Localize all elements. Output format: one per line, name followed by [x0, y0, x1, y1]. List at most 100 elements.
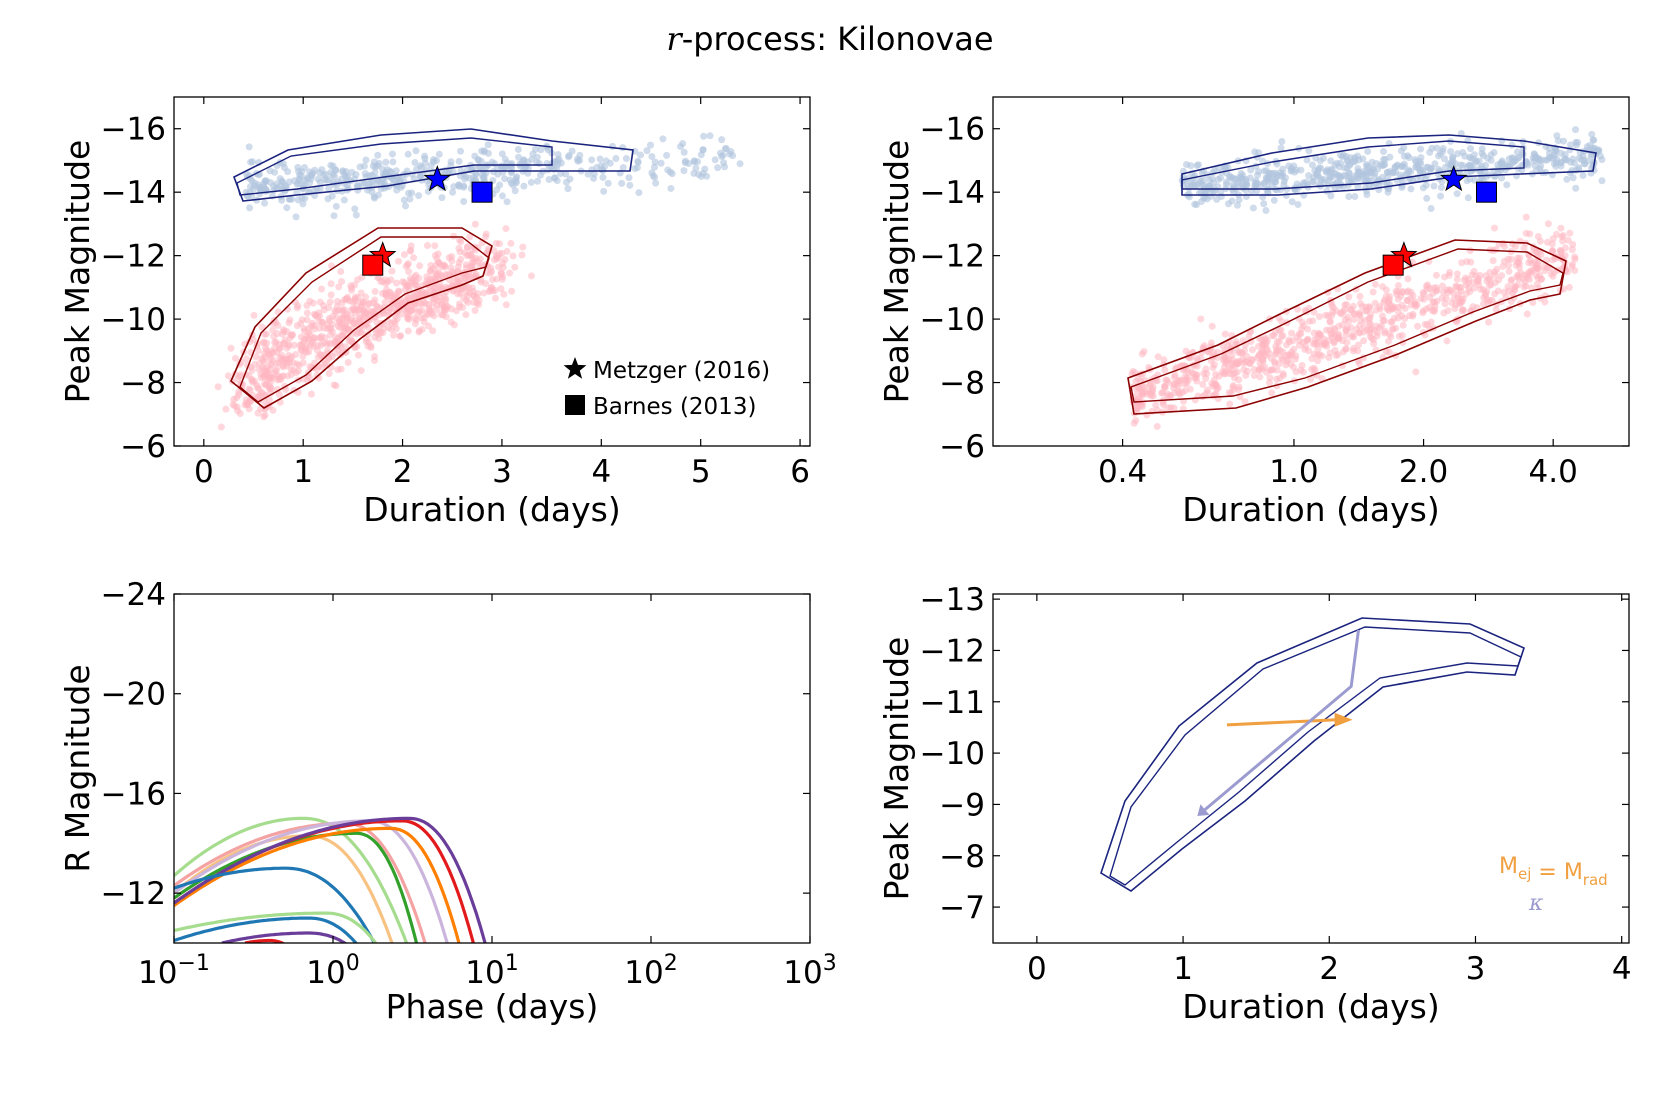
light-curve-line	[174, 821, 427, 943]
red-scatter-point	[1457, 283, 1465, 291]
red-scatter-point	[1485, 281, 1493, 289]
plot-area	[1127, 126, 1606, 430]
blue-scatter-point	[276, 175, 284, 183]
blue-scatter-point	[643, 147, 651, 155]
red-scatter-point	[258, 323, 266, 331]
light-curve-line	[174, 831, 419, 943]
blue-scatter-point	[1590, 136, 1598, 144]
blue-scatter-point	[339, 168, 347, 176]
red-scatter-point	[1276, 347, 1284, 355]
red-scatter-point	[1491, 290, 1499, 298]
mej-arrow-shaft	[1226, 718, 1337, 727]
blue-scatter-point	[1296, 183, 1304, 191]
red-scatter-point	[1412, 368, 1420, 376]
red-scatter-point	[393, 279, 401, 287]
blue-scatter-point	[421, 155, 429, 163]
blue-scatter-point	[457, 147, 465, 155]
red-scatter-point	[1467, 258, 1475, 266]
x-tick-label: 4	[591, 454, 611, 490]
red-scatter-point	[1314, 351, 1322, 359]
red-scatter-point	[1565, 283, 1573, 291]
blue-scatter-point	[286, 195, 294, 203]
red-scatter-point	[274, 308, 282, 316]
blue-scatter-point	[1437, 192, 1445, 200]
blue-scatter-point	[1579, 172, 1587, 180]
blue-scatter-point	[651, 163, 659, 171]
blue-scatter-point	[609, 142, 617, 150]
blue-scatter-point	[1400, 152, 1408, 160]
y-tick-label: −12	[920, 239, 985, 275]
red-scatter-point	[378, 289, 386, 297]
red-scatter-point	[1515, 264, 1523, 272]
red-scatter-point	[1462, 290, 1470, 298]
blue-scatter-point	[562, 170, 570, 178]
blue-scatter-point	[699, 146, 707, 154]
red-scatter-point	[283, 362, 291, 370]
red-scatter-point	[1491, 271, 1499, 279]
blue-scatter-point	[736, 160, 744, 168]
red-scatter-point	[1548, 240, 1556, 248]
red-scatter-point	[406, 247, 414, 255]
blue-scatter-point	[1567, 158, 1575, 166]
red-scatter-point	[1430, 307, 1438, 315]
blue-scatter-point	[338, 175, 346, 183]
blue-scatter-point	[718, 136, 726, 144]
red-scatter-point	[298, 316, 306, 324]
x-tick-label: 2.0	[1399, 454, 1448, 490]
red-scatter-point	[1453, 270, 1461, 278]
red-scatter-point	[269, 406, 277, 414]
blue-scatter-point	[721, 163, 729, 171]
red-scatter-point	[1475, 275, 1483, 283]
red-scatter-point	[275, 390, 283, 398]
blue-scatter-point	[631, 165, 639, 173]
red-scatter-point	[1491, 279, 1499, 287]
blue-contour-outer	[1181, 134, 1597, 196]
red-scatter-point	[1508, 276, 1516, 284]
red-scatter-point	[246, 386, 254, 394]
red-scatter-point	[1394, 282, 1402, 290]
red-scatter-point	[1486, 297, 1494, 305]
red-scatter-point	[1242, 371, 1250, 379]
red-scatter-point	[493, 275, 501, 283]
red-scatter-point	[1534, 233, 1542, 241]
red-scatter-point	[1387, 333, 1395, 341]
red-scatter-point	[222, 405, 230, 413]
red-scatter-point	[1345, 293, 1353, 301]
blue-scatter-point	[1490, 172, 1498, 180]
blue-scatter-point	[364, 180, 372, 188]
red-scatter-point	[357, 289, 365, 297]
blue-scatter-point	[388, 150, 396, 158]
red-scatter-point	[1164, 404, 1172, 412]
blue-scatter-point	[257, 183, 265, 191]
red-scatter-point	[306, 362, 314, 370]
red-scatter-point	[1399, 321, 1407, 329]
red-scatter-point	[474, 290, 482, 298]
red-scatter-point	[1482, 272, 1490, 280]
red-scatter-point	[1564, 236, 1572, 244]
blue-scatter-point	[1439, 148, 1447, 156]
red-scatter-point	[323, 340, 331, 348]
red-scatter-point	[351, 281, 359, 289]
red-scatter-point	[303, 301, 311, 309]
red-scatter-point	[235, 391, 243, 399]
blue-scatter-point	[1362, 177, 1370, 185]
blue-scatter-point	[427, 162, 435, 170]
red-scatter-point	[493, 252, 501, 260]
red-scatter-point	[1209, 382, 1217, 390]
blue-scatter-point	[1183, 161, 1191, 169]
red-scatter-point	[1315, 329, 1323, 337]
red-scatter-point	[310, 310, 318, 318]
blue-scatter	[242, 132, 744, 221]
red-scatter-point	[323, 325, 331, 333]
x-tick-label: 6	[790, 454, 810, 490]
blue-scatter-point	[1359, 155, 1367, 163]
red-scatter-point	[1259, 341, 1267, 349]
blue-scatter-point	[496, 181, 504, 189]
blue-scatter-point	[1598, 156, 1606, 164]
contour-inner	[1109, 626, 1522, 886]
red-scatter-point	[335, 283, 343, 291]
blue-scatter-point	[1513, 148, 1521, 156]
blue-scatter-point	[1254, 171, 1262, 179]
y-tick-label: −7	[939, 890, 985, 926]
